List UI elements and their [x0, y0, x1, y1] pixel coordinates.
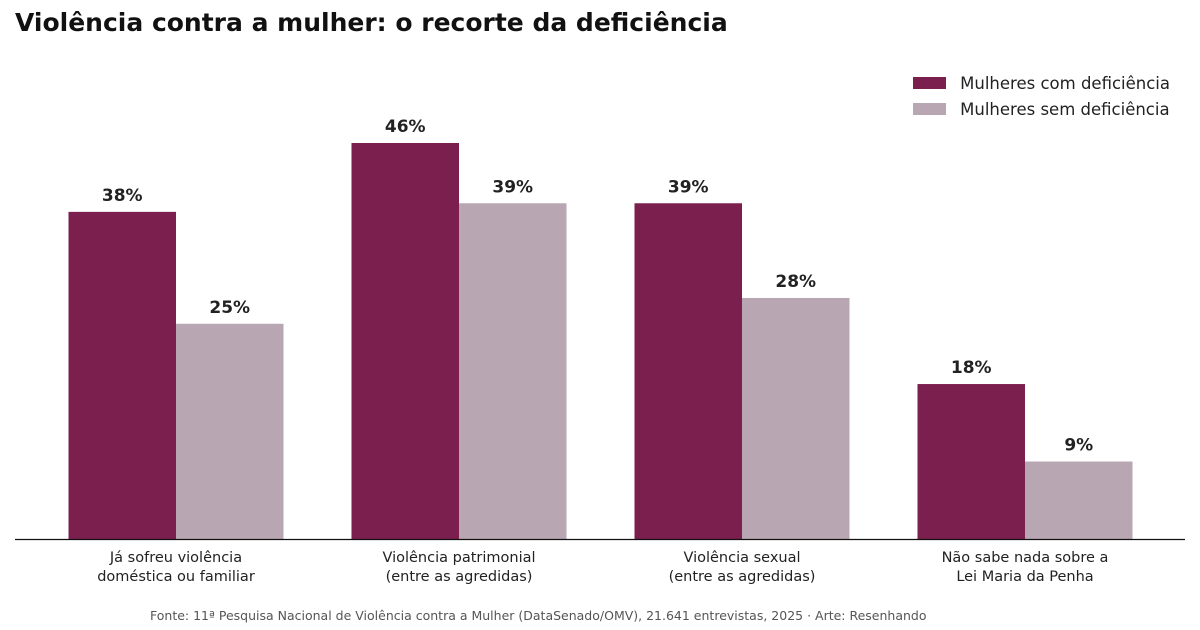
legend-swatch-com-deficiencia: [913, 77, 947, 89]
legend-swatch-sem-deficiencia: [913, 103, 947, 115]
bar: [459, 203, 567, 539]
bar-value-label: 28%: [775, 272, 816, 292]
legend-label-sem-deficiencia: Mulheres sem deficiência: [960, 99, 1170, 119]
bar: [176, 323, 284, 539]
category-label: Violência sexual: [683, 550, 800, 566]
chart-title: Violência contra a mulher: o recorte da …: [15, 8, 728, 37]
bar-value-label: 38%: [102, 186, 143, 206]
category-label: (entre as agredidas): [386, 569, 533, 585]
category-label: Já sofreu violência: [109, 550, 242, 566]
bar-value-label: 39%: [668, 177, 709, 197]
bar-value-label: 9%: [1064, 436, 1093, 456]
bar: [634, 203, 742, 539]
category-label: Violência patrimonial: [382, 550, 535, 566]
category-label: doméstica ou familiar: [97, 569, 255, 585]
category-label: (entre as agredidas): [669, 569, 816, 585]
bar: [742, 297, 850, 539]
legend-label-com-deficiencia: Mulheres com deficiência: [960, 73, 1170, 93]
bar: [68, 211, 176, 539]
bar: [1025, 461, 1133, 539]
category-label: Não sabe nada sobre a: [942, 550, 1109, 566]
bar: [917, 384, 1025, 539]
category-label: Lei Maria da Penha: [956, 569, 1093, 585]
bar: [351, 143, 459, 539]
bar-value-label: 25%: [209, 298, 250, 318]
bar-value-label: 46%: [385, 117, 426, 137]
legend-item-com-deficiencia: Mulheres com deficiência: [913, 70, 1170, 96]
legend-item-sem-deficiencia: Mulheres sem deficiência: [913, 96, 1170, 122]
bar-value-label: 39%: [492, 177, 533, 197]
source-note: Fonte: 11ª Pesquisa Nacional de Violênci…: [150, 608, 927, 623]
legend: Mulheres com deficiência Mulheres sem de…: [913, 70, 1170, 122]
bar-value-label: 18%: [951, 358, 992, 378]
